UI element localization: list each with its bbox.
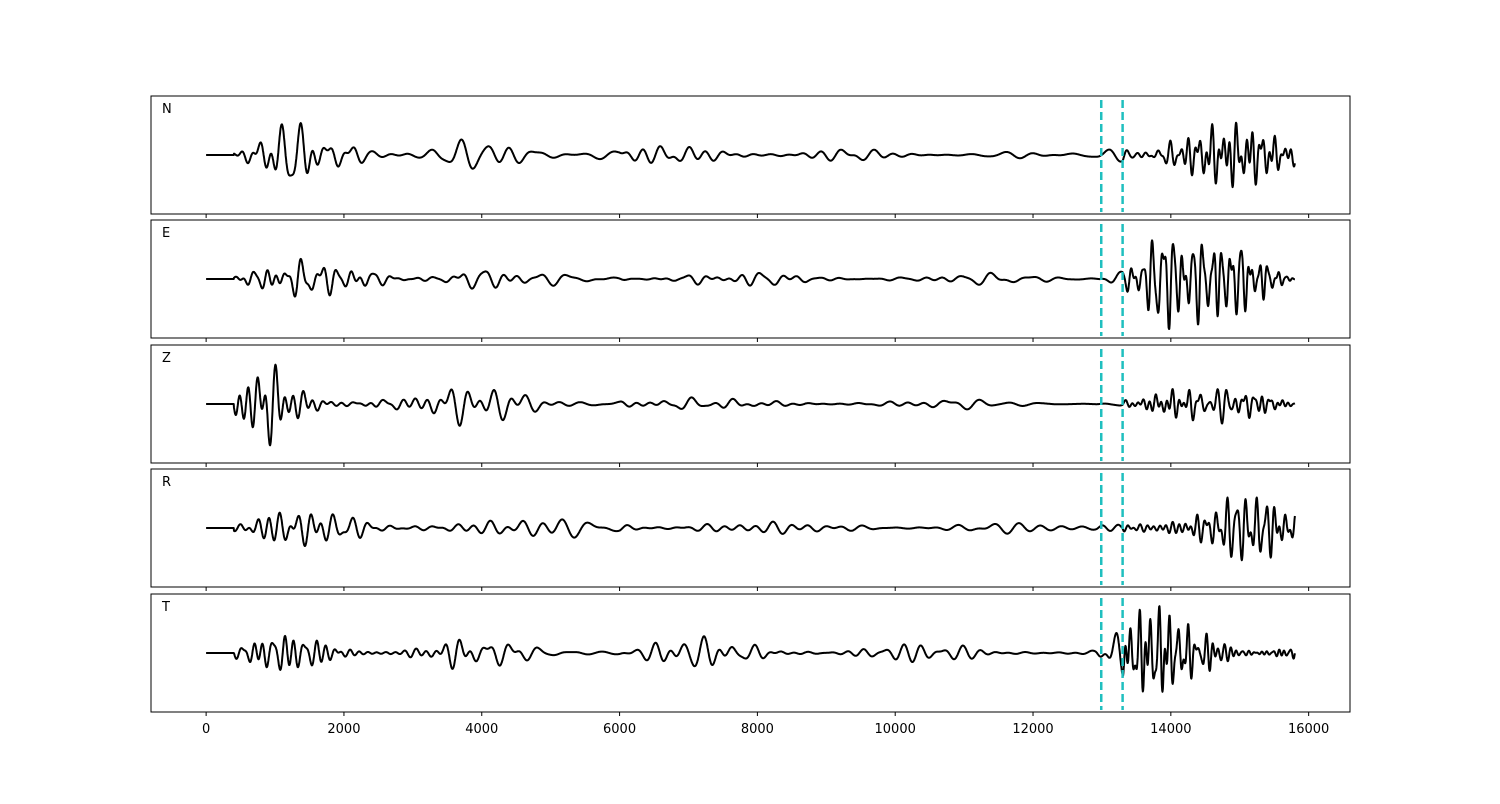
waveform-trace [205, 121, 1296, 189]
waveform-trace [205, 363, 1296, 447]
panel-label: T [161, 600, 170, 615]
waveform-trace [205, 239, 1296, 330]
panel-r: R [150, 468, 1351, 591]
x-tick-label: 12000 [1012, 722, 1053, 737]
panel-z: Z [150, 344, 1351, 467]
x-tick-label: 8000 [741, 722, 774, 737]
panel-label: E [162, 226, 170, 241]
x-tick-label: 6000 [603, 722, 636, 737]
panel-n: N [150, 95, 1351, 218]
x-tick-label: 0 [202, 722, 210, 737]
waveform-trace [205, 605, 1296, 693]
x-tick-label: 16000 [1288, 722, 1329, 737]
panel-label: Z [162, 351, 171, 366]
panel-label: N [162, 102, 172, 117]
waveform-trace [205, 496, 1296, 562]
x-tick-label: 4000 [465, 722, 498, 737]
panel-label: R [162, 475, 171, 490]
x-tick-label: 2000 [327, 722, 360, 737]
panel-t: T [150, 593, 1351, 716]
x-tick-label: 10000 [875, 722, 916, 737]
x-tick-label: 14000 [1150, 722, 1191, 737]
panel-e: E [150, 219, 1351, 342]
